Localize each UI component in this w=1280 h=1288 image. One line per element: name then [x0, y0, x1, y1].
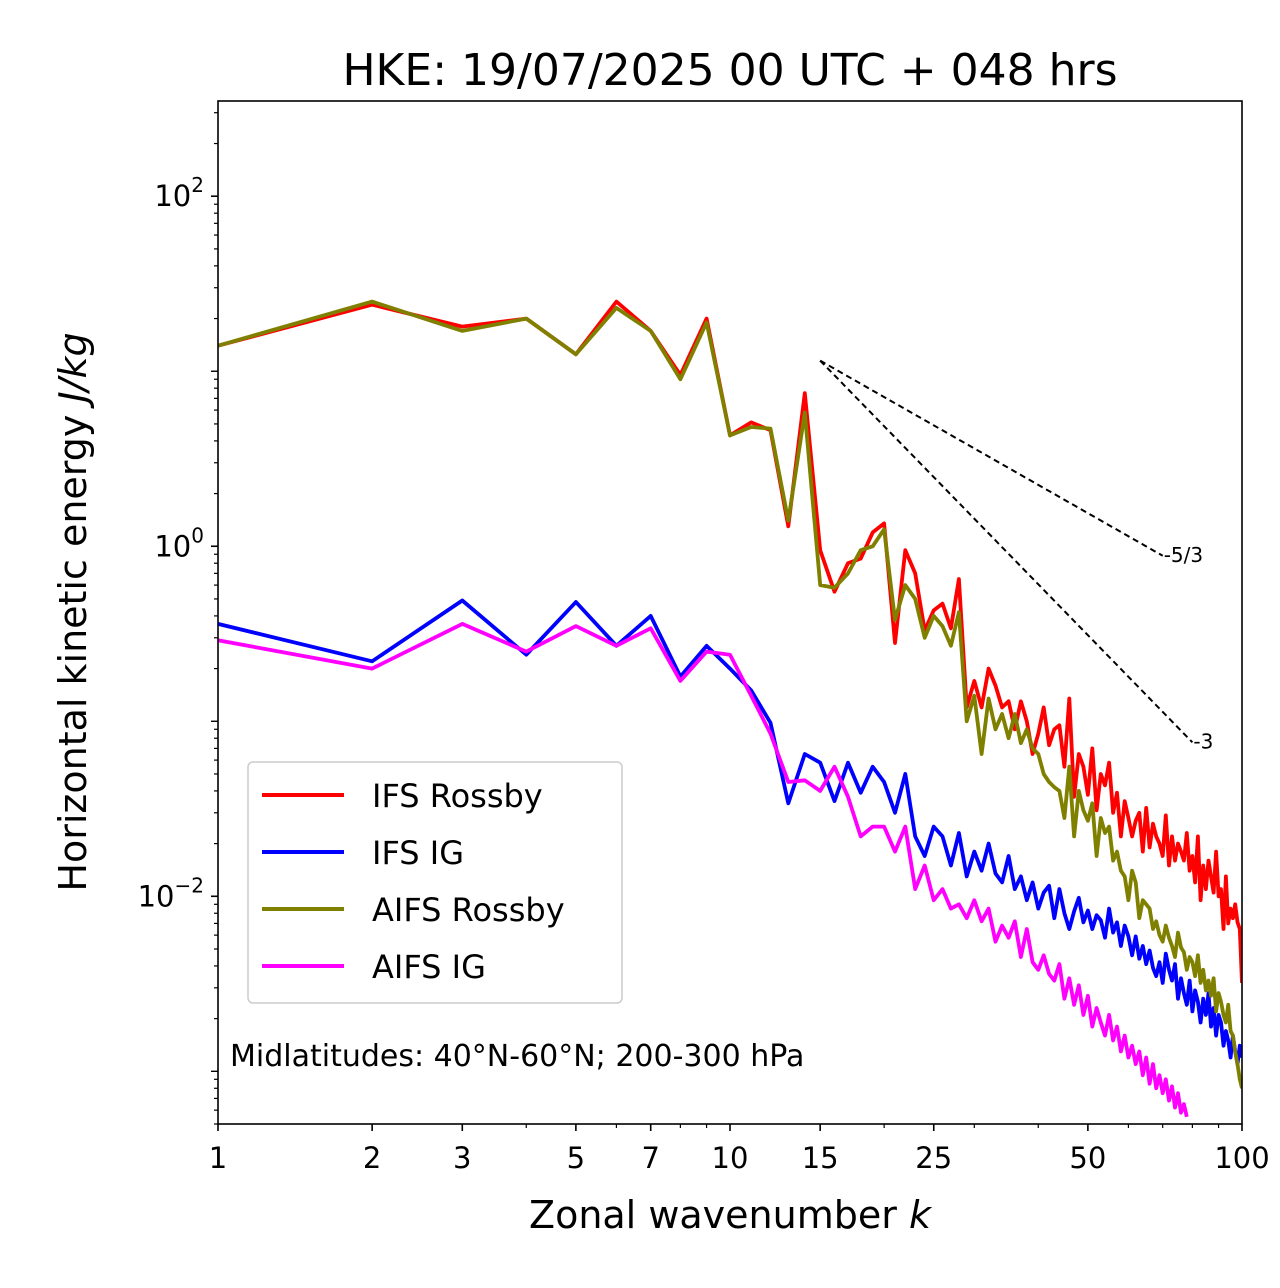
reference-slope-label: -3 [1193, 729, 1213, 753]
legend-label-ifs-rossby: IFS Rossby [372, 777, 543, 815]
legend-label-aifs-rossby: AIFS Rossby [372, 891, 565, 929]
legend: IFS Rossby IFS IG AIFS Rossby AIFS IG [247, 761, 623, 1004]
region-annotation: Midlatitudes: 40°N-60°N; 200-300 hPa [230, 1039, 804, 1074]
reference-slope-label: -5/3 [1164, 543, 1203, 567]
x-tick-label: 15 [802, 1141, 839, 1175]
y-tick-label: 10−2 [138, 873, 204, 913]
x-tick-label: 3 [453, 1141, 471, 1175]
y-axis-label-main: Horizontal kinetic energy [51, 403, 95, 892]
y-tick-exponent: 0 [191, 523, 204, 547]
reference-slope-line [819, 359, 1194, 744]
y-tick-base: 10 [154, 529, 191, 563]
y-tick-label: 102 [154, 173, 204, 213]
series-line-aifs-ig [218, 622, 1189, 1118]
chart-title: HKE: 19/07/2025 00 UTC + 048 hrs [342, 45, 1117, 96]
x-tick-labels: 1 2 3 5 7 10 15 25 50 100 [209, 1141, 1270, 1175]
x-tick-label: 25 [915, 1141, 952, 1175]
x-axis-label-main: Zonal wavenumber [529, 1193, 909, 1237]
x-tick-label: 7 [641, 1141, 659, 1175]
x-axis-label: Zonal wavenumber k [529, 1193, 933, 1237]
y-tick-exponent: −2 [175, 873, 204, 897]
x-tick-label: 100 [1214, 1141, 1269, 1175]
y-axis-label-unit: J/kg [51, 332, 95, 409]
x-tick-label: 2 [363, 1141, 381, 1175]
legend-box [247, 761, 623, 1004]
legend-label-aifs-ig: AIFS IG [372, 948, 486, 986]
y-tick-exponent: 2 [191, 173, 204, 197]
reference-lines: -5/3 -3 [819, 359, 1213, 753]
y-axis-label: Horizontal kinetic energy J/kg [51, 332, 95, 891]
y-tick-label: 100 [154, 523, 204, 563]
x-tick-label: 50 [1069, 1141, 1106, 1175]
series-line-aifs-rossby [218, 299, 1242, 1089]
major-ticks [211, 195, 1243, 1131]
y-tick-base: 10 [138, 879, 175, 913]
plot-frame [217, 100, 1243, 1125]
series-line-ifs-ig [218, 598, 1242, 1066]
x-tick-label: 1 [209, 1141, 227, 1175]
legend-label-ifs-ig: IFS IG [372, 834, 464, 872]
x-tick-label: 10 [712, 1141, 749, 1175]
reference-slope-line [819, 359, 1164, 557]
x-tick-label: 5 [567, 1141, 585, 1175]
x-axis-label-var: k [909, 1193, 933, 1237]
series-group [218, 299, 1242, 1118]
y-tick-base: 10 [154, 179, 191, 213]
